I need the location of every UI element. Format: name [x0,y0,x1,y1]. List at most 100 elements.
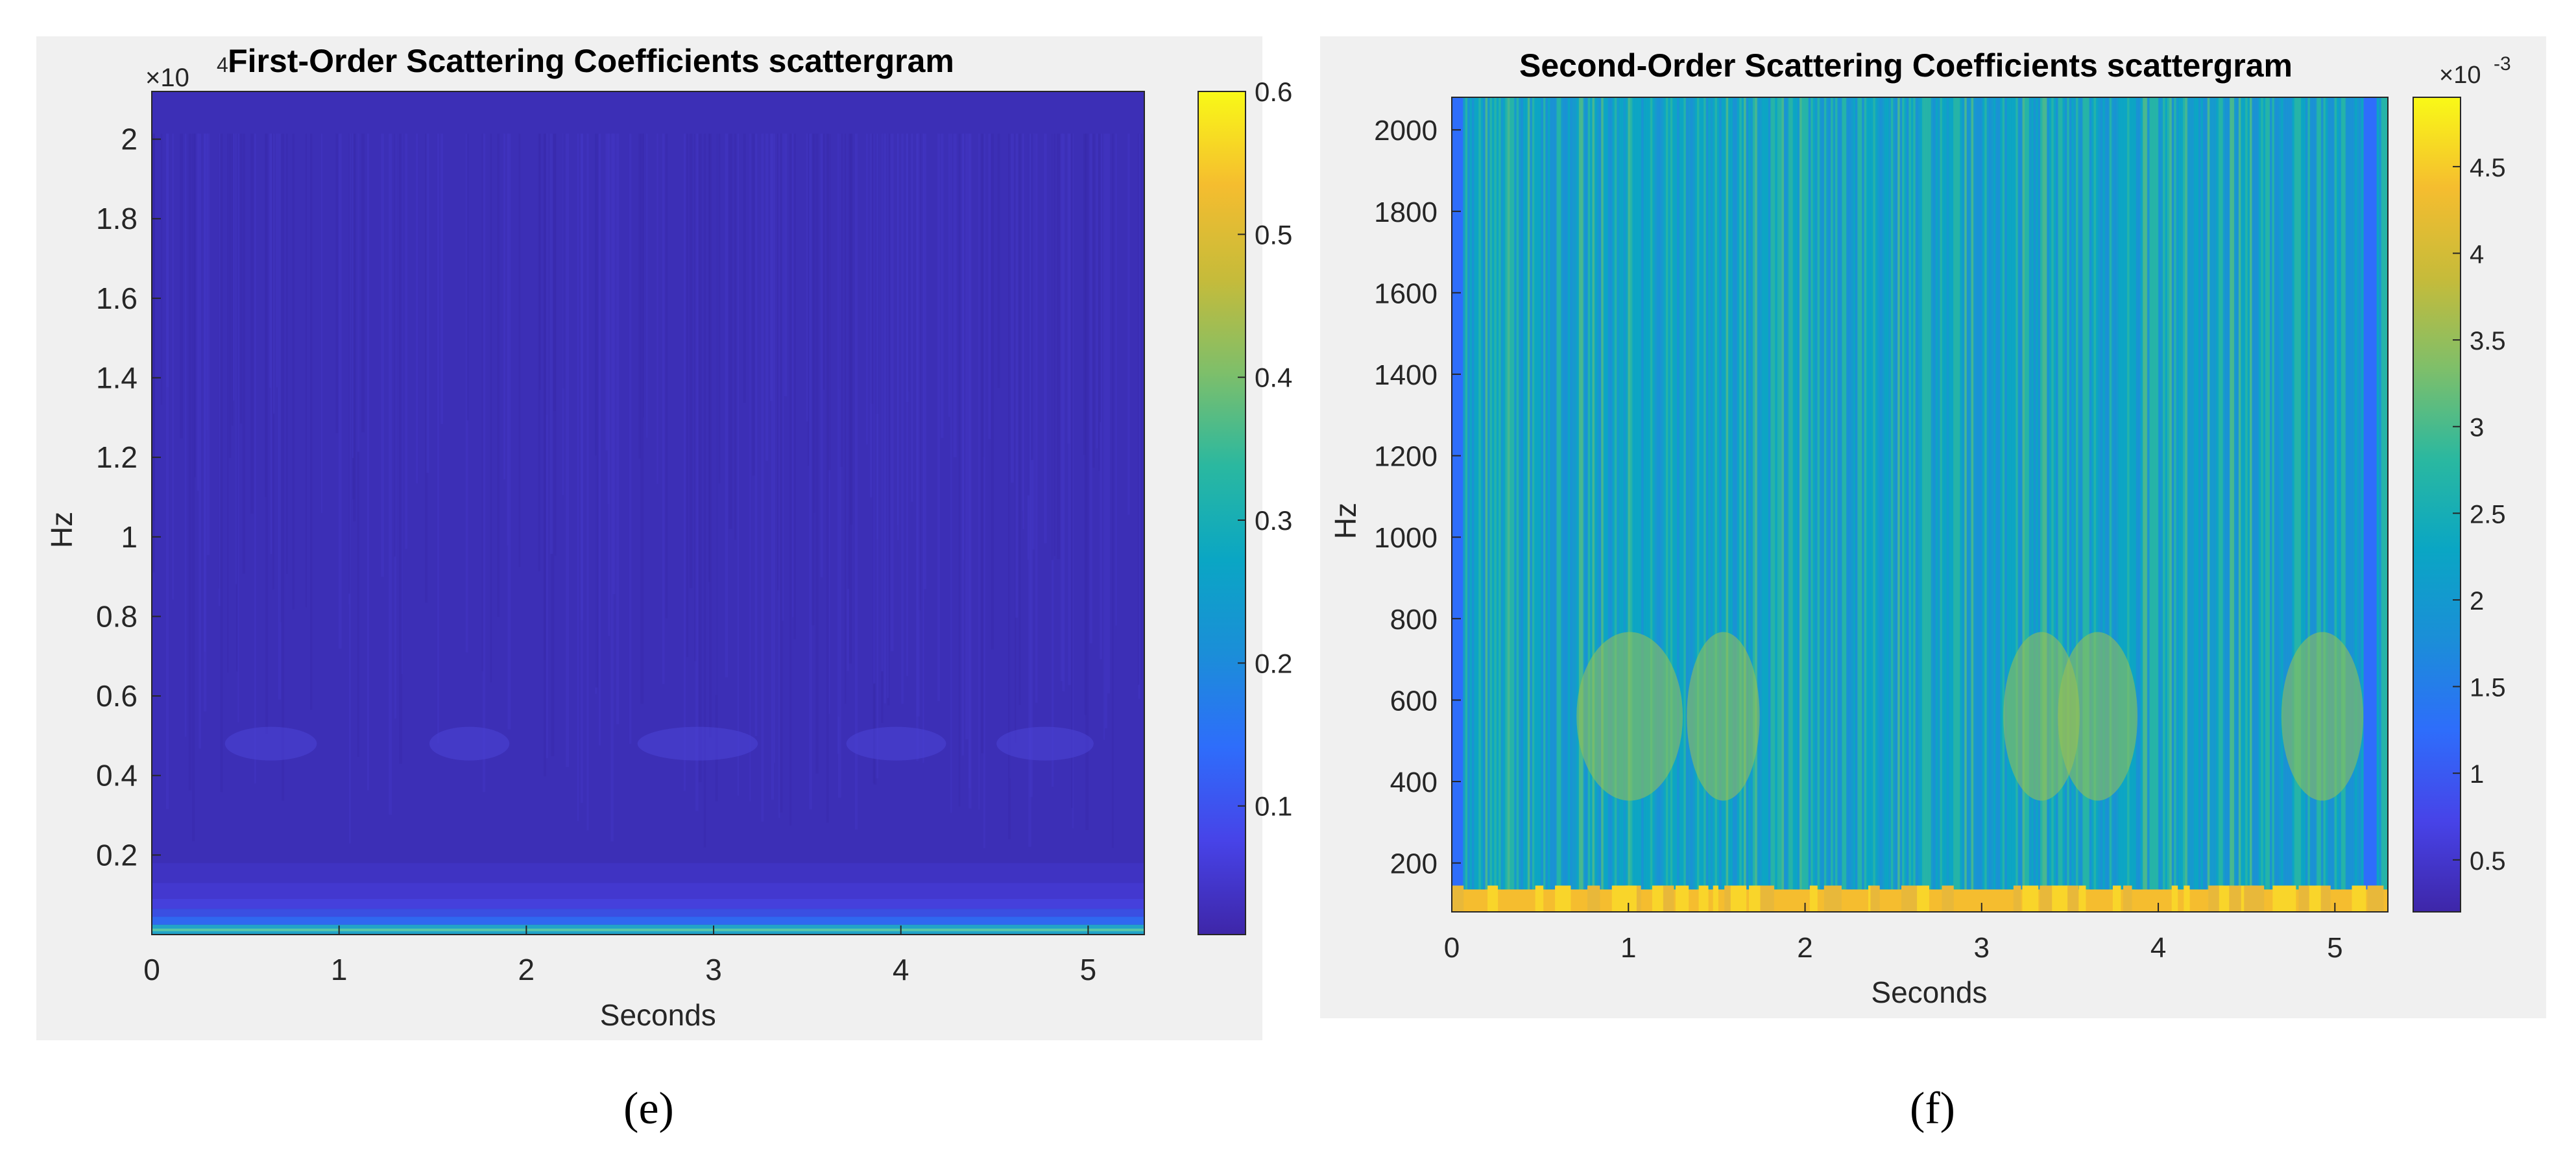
heatmap-column [2272,97,2275,912]
heatmap-low-band [1758,885,1774,912]
heatmap-column [1750,97,1753,912]
colorbar [1198,91,1246,935]
heatmap-column [1957,97,1960,912]
heatmap-texture [236,134,239,672]
heatmap-texture [237,134,239,722]
heatmap-column [1895,97,1898,912]
heatmap-column [1699,97,1702,912]
heatmap-texture [777,134,780,591]
heatmap-texture [503,134,505,480]
heatmap-texture [577,134,579,822]
heatmap-texture [806,134,809,422]
heatmap-column [2189,97,2193,912]
heatmap-texture [338,134,342,649]
heatmap-column [1859,97,1862,912]
heatmap-column [1866,97,1870,912]
heatmap-texture [809,134,812,810]
heatmap-column [1893,97,1896,912]
heatmap-texture [1062,134,1065,691]
heatmap-column [1949,97,1952,912]
heatmap-column [2060,97,2063,912]
heatmap-column [1913,97,1916,912]
heatmap-column [1530,97,1533,912]
heatmap-column [1770,97,1774,912]
heatmap-texture [1089,134,1092,643]
heatmap-column [2198,97,2201,912]
heatmap-texture [695,134,699,811]
heatmap-column [1672,97,1676,912]
heatmap-texture [718,134,721,484]
heatmap-low-band [1661,885,1674,912]
heatmap-column [2095,97,2099,912]
heatmap-texture [837,134,841,798]
heatmap-texture [1068,134,1071,686]
heatmap-column [1541,97,1544,912]
heatmap-column [2343,97,2346,912]
heatmap-column [1721,97,1724,912]
heatmap-column [2258,97,2261,912]
heatmap-texture [320,134,323,513]
heatmap-column [1790,97,1794,912]
heatmap-low-band [2228,885,2241,912]
heatmap-column [1474,97,1477,912]
heatmap-column [1692,97,1696,912]
heatmap-texture [235,134,237,584]
heatmap-column [2084,97,2088,912]
heatmap-column [2125,97,2128,912]
heatmap-texture [1028,134,1031,847]
heatmap-column [1812,97,1816,912]
heatmap-column [1499,97,1502,912]
heatmap-texture [897,134,899,540]
heatmap-low-band [1555,885,1571,912]
heatmap-column [1500,97,1504,912]
heatmap-column [1730,97,1733,912]
x-tick-label: 4 [2150,932,2166,964]
heatmap-column [2232,97,2235,912]
heatmap-column [1469,97,1473,912]
heatmap-column [1701,97,1704,912]
heatmap-texture [638,134,641,459]
x-tick-label: 2 [518,953,535,986]
heatmap-column [2191,97,2195,912]
heatmap-texture [869,134,873,498]
heatmap-texture [405,134,408,549]
heatmap-texture [854,134,858,830]
y-tick-label: 1.2 [96,440,138,474]
heatmap-texture [1100,134,1102,660]
heatmap-texture [269,134,272,388]
heatmap-texture [553,134,556,411]
heatmap-texture [765,134,769,461]
heatmap-column [2051,97,2054,912]
heatmap-column [1715,97,1718,912]
colorbar-tick-label: 2.5 [2470,500,2506,529]
heatmap-column [1831,97,1834,912]
heatmap-column [2167,97,2170,912]
heatmap-column [1955,97,1958,912]
heatmap-column [2350,97,2353,912]
heatmap-column [1585,97,1589,912]
heatmap-column [1924,97,1927,912]
colorbar-tick-label: 4.5 [2470,154,2506,182]
heatmap-column [1467,97,1471,912]
heatmap-column [2006,97,2010,912]
heatmap-image [152,91,1144,935]
heatmap-texture [961,134,964,756]
heatmap-column [2292,97,2295,912]
heatmap-texture [242,134,245,574]
heatmap-column [1514,97,1517,912]
heatmap-texture [1011,134,1014,483]
heatmap-texture [276,134,278,388]
caption-f: (f) [1910,1084,1955,1134]
heatmap-column [2238,97,2241,912]
heatmap-column [1592,97,1595,912]
heatmap-texture [550,134,553,554]
y-tick-label: 0.8 [96,599,138,633]
heatmap-column [2185,97,2188,912]
heatmap-texture [953,134,957,457]
heatmap-texture [779,134,783,813]
heatmap-column [1570,97,1573,912]
heatmap-texture [725,134,728,678]
heatmap-column [2269,97,2272,912]
heatmap-column [1561,97,1564,912]
heatmap-texture [826,134,829,823]
